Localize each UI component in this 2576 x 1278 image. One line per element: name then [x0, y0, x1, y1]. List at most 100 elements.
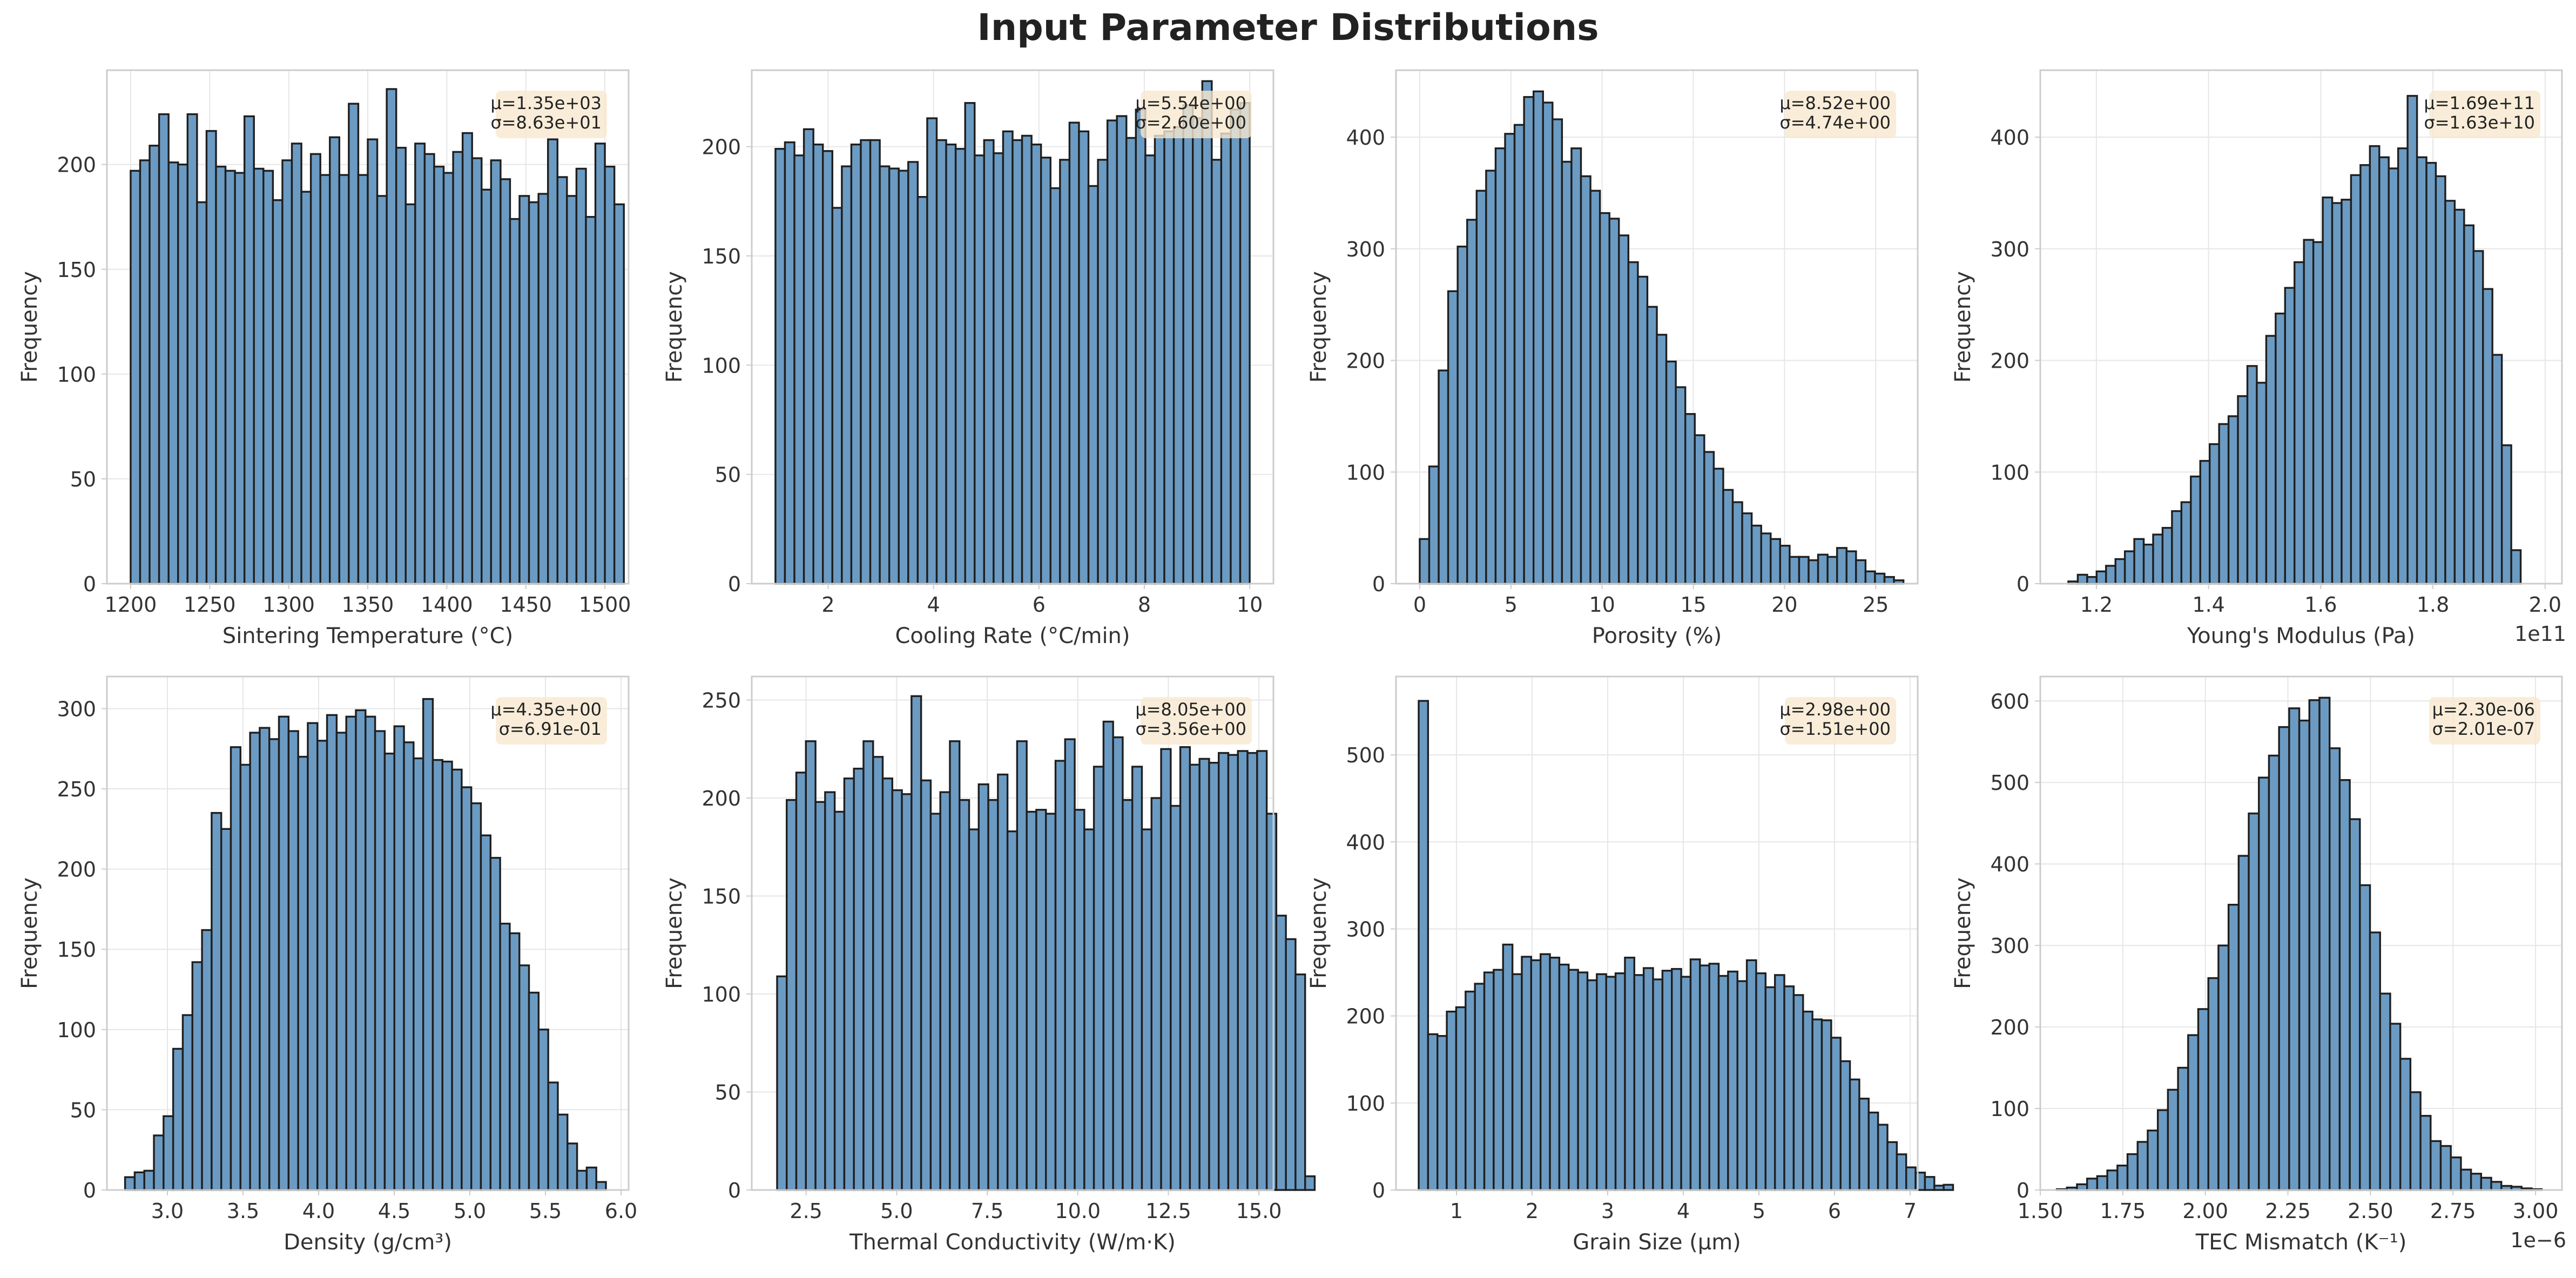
histogram-bar: [2152, 533, 2164, 585]
histogram-bar: [2167, 1088, 2179, 1191]
histogram-bar: [2171, 510, 2183, 585]
histogram-bar: [2207, 977, 2220, 1191]
y-tick-label: 100: [57, 363, 96, 387]
histogram-bar: [959, 799, 970, 1191]
x-tick-label: 1.4: [2192, 593, 2224, 617]
histogram-bar: [357, 174, 369, 585]
stats-line: μ=2.30e-06: [2432, 699, 2535, 720]
stats-line: μ=1.69e+11: [2424, 93, 2535, 113]
histogram-bar: [1877, 1124, 1889, 1191]
histogram-bar: [2480, 1176, 2492, 1191]
histogram-bar: [1656, 334, 1668, 585]
x-tick-label: 1.8: [2417, 593, 2449, 617]
stats-box: [1141, 91, 1252, 138]
histogram-bar: [2416, 156, 2427, 585]
histogram-bar: [843, 777, 855, 1191]
x-tick-label: 3.00: [2513, 1199, 2559, 1223]
histogram-bar: [2197, 1008, 2209, 1191]
y-tick-label: 100: [1346, 1092, 1385, 1115]
histogram-bar: [1924, 1176, 1936, 1191]
histogram-bar: [1016, 740, 1028, 1191]
histogram-bar: [1570, 147, 1582, 585]
histogram-bar: [2086, 1178, 2099, 1191]
histogram-bar: [186, 113, 198, 585]
y-tick-label: 50: [715, 463, 741, 487]
histogram-bar: [2460, 1168, 2472, 1191]
y-tick-label: 200: [1990, 349, 2029, 373]
histogram-bar: [2510, 549, 2522, 585]
stats-line: μ=1.35e+03: [490, 93, 602, 113]
histogram-bar: [2409, 1091, 2422, 1191]
histogram-bar: [2312, 241, 2324, 585]
histogram-bar: [1141, 828, 1152, 1191]
histogram-bar: [1530, 959, 1542, 1191]
histogram-bar: [1745, 959, 1757, 1191]
x-tick-label: 4: [927, 593, 940, 617]
histogram-bar: [1102, 720, 1114, 1191]
histogram-bar: [1760, 532, 1772, 585]
histogram-bar: [461, 786, 473, 1191]
histogram-bar: [309, 153, 321, 585]
histogram-bar: [291, 143, 302, 585]
histogram-bar: [881, 777, 893, 1191]
histogram-bar: [1637, 275, 1649, 585]
histogram-bar: [1614, 972, 1626, 1191]
histogram-bar: [1059, 159, 1071, 585]
axis-offset-label: 1e−6: [2510, 1228, 2566, 1252]
x-tick-label: 10.0: [1055, 1199, 1101, 1223]
histogram-bar: [2147, 1130, 2159, 1191]
histogram-bar: [2227, 415, 2239, 585]
stats-line: σ=2.60e+00: [1135, 112, 1246, 133]
histogram-bar: [1150, 797, 1162, 1191]
histogram-bar: [1689, 958, 1701, 1191]
x-tick-label: 2.75: [2430, 1199, 2476, 1223]
y-tick-label: 150: [57, 938, 96, 962]
histogram-bar: [1883, 576, 1895, 585]
histogram-bar: [499, 922, 511, 1191]
stats-line: μ=5.54e+00: [1135, 93, 1246, 113]
histogram-bar: [1549, 956, 1561, 1191]
histogram-bar: [1078, 130, 1090, 585]
histogram-bar: [1773, 974, 1785, 1191]
histogram-bar: [2268, 754, 2280, 1191]
histogram-bar: [1064, 738, 1076, 1191]
histogram-bar: [1201, 80, 1213, 585]
x-tick-label: 1500: [579, 593, 631, 617]
histogram-bar: [585, 1166, 597, 1191]
histogram-bar: [1722, 489, 1734, 585]
histogram-bar: [862, 740, 874, 1191]
histogram-bar: [431, 759, 443, 1191]
histogram-bar: [149, 145, 160, 585]
histogram-bar: [1125, 137, 1137, 585]
x-tick-label: 2.50: [2348, 1199, 2393, 1223]
histogram-bar: [2218, 423, 2230, 585]
histogram-bar: [470, 802, 482, 1191]
histogram-bar: [1239, 102, 1251, 585]
histogram-bar: [1675, 386, 1687, 585]
histogram-bar: [977, 783, 989, 1191]
histogram-bar: [907, 161, 919, 585]
histogram-bar: [1294, 973, 1306, 1191]
histogram-bar: [1246, 752, 1258, 1191]
histogram-bar: [860, 139, 872, 585]
histogram-bar: [1580, 175, 1592, 585]
histogram-bar: [795, 772, 807, 1191]
x-tick-label: 7: [1904, 1199, 1917, 1223]
histogram-bar: [891, 789, 903, 1191]
histogram-bar: [335, 732, 347, 1191]
histogram-bar: [518, 195, 530, 585]
x-tick-label: 1250: [184, 593, 236, 617]
histogram-bar: [822, 150, 833, 585]
x-tick-label: 5: [1752, 1199, 1765, 1223]
histogram-bar: [1447, 290, 1459, 585]
histogram-bar: [2177, 1066, 2189, 1191]
y-tick-label: 50: [70, 1098, 96, 1122]
y-axis-label: Frequency: [1306, 877, 1331, 989]
histogram-bar: [1858, 1098, 1870, 1191]
histogram-bar: [2105, 565, 2116, 585]
histogram-bar: [2389, 1023, 2402, 1191]
histogram-bar: [872, 756, 884, 1191]
stats-line: σ=2.01e-07: [2432, 719, 2535, 739]
histogram-bar: [793, 154, 805, 585]
histogram-bar: [1542, 102, 1554, 585]
